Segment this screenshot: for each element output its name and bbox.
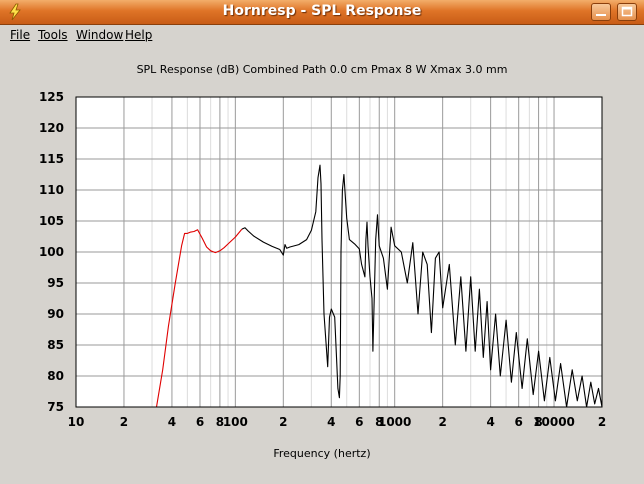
series-line-1: [241, 164, 603, 408]
x-tick-label: 4: [486, 415, 494, 429]
x-tick-label: 100: [223, 415, 248, 429]
menu-tools[interactable]: Tools: [38, 28, 68, 42]
x-tick-label: 8: [534, 415, 542, 429]
series-line-0: [155, 228, 243, 408]
y-tick-label: 85: [47, 338, 64, 352]
y-tick-label: 80: [47, 369, 64, 383]
x-tick-label: 6: [196, 415, 204, 429]
y-tick-label: 120: [39, 121, 64, 135]
x-axis-title: Frequency (hertz): [273, 447, 371, 460]
x-tick-label: 4: [327, 415, 335, 429]
y-tick-label: 115: [39, 152, 64, 166]
maximize-button[interactable]: [617, 3, 637, 21]
x-tick-label: 1000: [378, 415, 411, 429]
x-tick-label: 4: [168, 415, 176, 429]
y-tick-label: 105: [39, 214, 64, 228]
minimize-icon: [596, 14, 606, 16]
y-tick-label: 100: [39, 245, 64, 259]
menu-file[interactable]: File: [10, 28, 31, 42]
y-axis-ticks: 75 80 85 90 95 100 105 110 115 120 125: [39, 90, 64, 414]
series-layer: [155, 164, 603, 408]
y-tick-label: 110: [39, 183, 64, 197]
x-tick-label: 8: [216, 415, 224, 429]
title-bar[interactable]: Hornresp - SPL Response: [0, 0, 644, 25]
x-tick-label: 2: [279, 415, 287, 429]
menu-bar: File Tools Window Help: [0, 25, 644, 45]
x-tick-label: 8: [375, 415, 383, 429]
minimize-button[interactable]: [591, 3, 611, 21]
y-tick-label: 125: [39, 90, 64, 104]
x-tick-label: 10: [68, 415, 85, 429]
x-tick-label: 2: [438, 415, 446, 429]
y-tick-label: 75: [47, 400, 64, 414]
menu-window[interactable]: Window: [76, 28, 124, 42]
plot-border: [75, 96, 603, 408]
chart-title: SPL Response (dB) Combined Path 0.0 cm P…: [136, 63, 508, 76]
y-tick-label: 90: [47, 307, 64, 321]
menu-help[interactable]: Help: [125, 28, 153, 42]
x-tick-label: 2: [120, 415, 128, 429]
x-tick-label: 2: [598, 415, 606, 429]
y-tick-label: 95: [47, 276, 64, 290]
maximize-icon: [621, 6, 633, 17]
lightning-bolt-icon: [9, 3, 21, 21]
x-tick-label: 10000: [533, 415, 575, 429]
x-tick-label: 6: [515, 415, 523, 429]
window-title: Hornresp - SPL Response: [222, 3, 422, 19]
x-tick-label: 6: [355, 415, 363, 429]
